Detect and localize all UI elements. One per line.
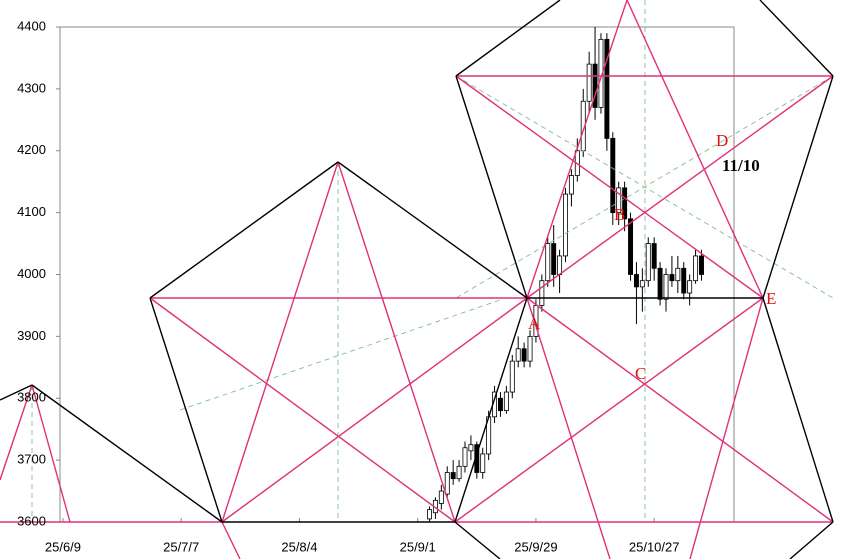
candle-body: [509, 360, 515, 393]
candle-body: [462, 447, 468, 467]
candle-body: [456, 465, 462, 480]
y-tick-label: 3900: [17, 328, 46, 343]
candle-body: [480, 453, 486, 473]
grid: [56, 26, 655, 523]
candle-body: [450, 472, 456, 480]
point-label: B: [614, 205, 625, 224]
candle-body: [503, 391, 509, 412]
x-tick-label: 25/9/29: [514, 539, 557, 554]
candle-body: [568, 175, 574, 195]
y-tick-label: 4300: [17, 80, 46, 95]
candle-body: [645, 243, 651, 282]
candle-body: [657, 267, 663, 300]
candle-body: [515, 348, 521, 362]
point-label: D: [716, 131, 728, 150]
candle-body: [527, 335, 533, 362]
candle-body: [681, 267, 687, 294]
candle-body: [687, 280, 693, 294]
candle-body: [539, 280, 545, 306]
candle-body: [557, 255, 563, 275]
x-tick-label: 25/9/1: [400, 539, 436, 554]
y-tick-label: 4000: [17, 266, 46, 281]
candle-body: [604, 38, 610, 139]
y-tick-label: 3800: [17, 390, 46, 405]
candle-body: [610, 137, 616, 214]
candle-body: [639, 280, 645, 288]
candle-body: [616, 187, 622, 214]
candle-body: [563, 193, 568, 257]
y-tick-label: 4200: [17, 142, 46, 157]
candle-body: [438, 490, 444, 504]
axes: 3600 3700 3800 3900 4000 4100 4200 4300 4400 25/6…: [17, 18, 679, 554]
candle-body: [633, 274, 639, 288]
date-annotation: 11/10: [722, 156, 760, 175]
x-tick-label: 25/7/7: [163, 539, 199, 554]
candle-body: [651, 243, 657, 269]
candle-body: [669, 274, 675, 282]
point-label: E: [766, 289, 776, 308]
candle-body: [497, 397, 503, 412]
candle-body: [699, 255, 704, 275]
candle-body: [551, 243, 557, 275]
y-tick-label: 4400: [17, 18, 46, 33]
candle-body: [592, 63, 598, 108]
y-tick-label: 3600: [17, 513, 46, 528]
point-label: A: [528, 314, 541, 333]
x-tick-label: 25/10/27: [629, 539, 680, 554]
candles: [427, 27, 704, 522]
point-label: C: [635, 364, 646, 383]
candle-body: [586, 63, 592, 102]
x-tick-label: 25/6/9: [45, 539, 81, 554]
y-tick-label: 3700: [17, 452, 46, 467]
candle-body: [693, 255, 699, 282]
candle-body: [427, 509, 432, 520]
y-tick-label: 4100: [17, 204, 46, 219]
candle-body: [663, 274, 669, 300]
candle-body: [444, 472, 450, 495]
candle-body: [468, 444, 474, 452]
candle-body: [622, 187, 628, 220]
candle-body: [521, 348, 527, 362]
x-tick-label: 25/8/4: [281, 539, 317, 554]
candle-body: [628, 218, 634, 275]
candle-body: [545, 243, 551, 282]
candle-body: [675, 267, 681, 282]
